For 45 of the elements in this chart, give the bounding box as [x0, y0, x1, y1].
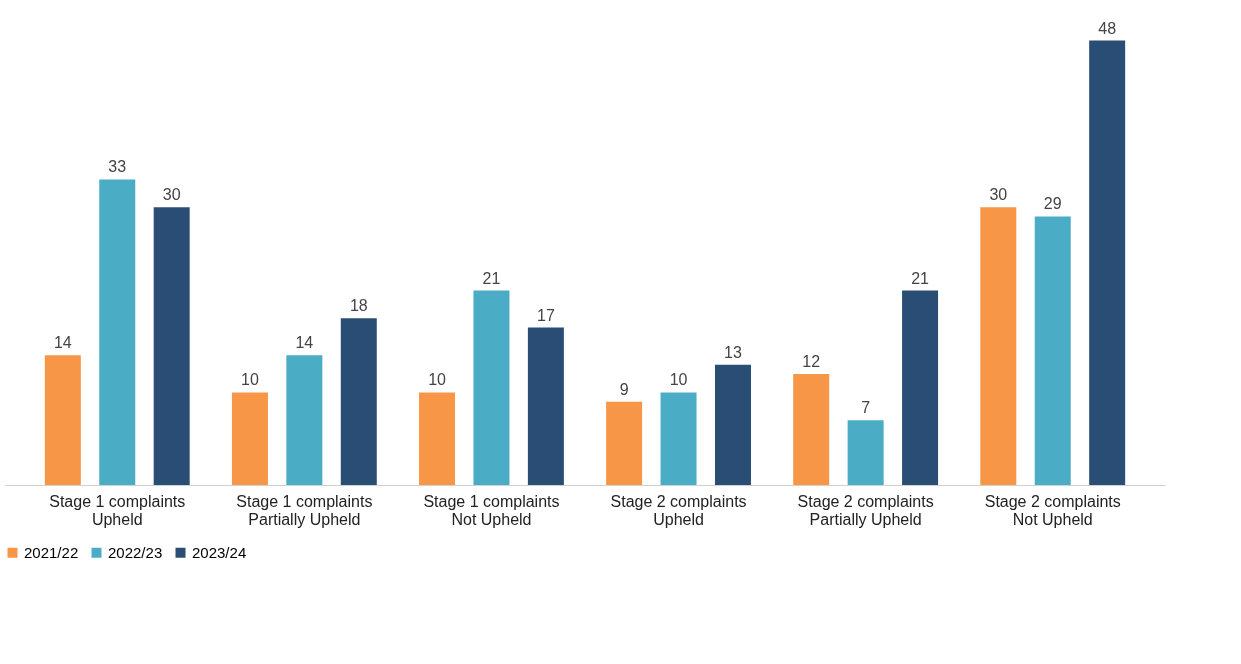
data-label: 10: [428, 371, 447, 389]
data-label: 18: [349, 297, 368, 315]
bar: [286, 355, 323, 485]
x-tick-label: Stage 2 complaints Upheld: [610, 492, 747, 528]
data-label: 48: [1098, 19, 1117, 37]
bar: [714, 364, 751, 485]
bar: [902, 290, 939, 485]
bar: [231, 392, 268, 485]
bar: [473, 290, 510, 485]
data-label: 10: [669, 371, 688, 389]
legend-label: 2021/22: [24, 543, 79, 561]
bar: [153, 207, 190, 485]
bar: [847, 420, 884, 485]
legend-label: 2023/24: [192, 543, 247, 561]
legend-label: 2022/23: [108, 543, 163, 561]
data-label: 17: [536, 306, 555, 324]
bar: [340, 318, 377, 485]
bar: [419, 392, 456, 485]
data-label: 12: [802, 352, 821, 370]
data-label: 21: [482, 269, 501, 287]
bar: [1089, 40, 1126, 485]
bar: [980, 207, 1017, 485]
data-label: 13: [724, 343, 742, 361]
data-label: 10: [241, 371, 259, 389]
data-label: 7: [861, 399, 871, 417]
data-label: 21: [911, 269, 930, 287]
x-tick-label: Stage 2 complaints Not Upheld: [984, 492, 1121, 528]
x-tick-label: Stage 1 complaints Upheld: [49, 492, 186, 528]
data-label: 14: [53, 334, 72, 352]
data-label: 30: [162, 186, 181, 204]
bar: [1034, 216, 1071, 485]
data-label: 14: [295, 334, 314, 352]
bar: [793, 373, 830, 485]
bar: [44, 355, 81, 485]
bar: [527, 327, 564, 485]
bar: [660, 392, 697, 485]
x-tick-label: Stage 2 complaints Partially Upheld: [797, 492, 934, 528]
bar: [99, 179, 136, 485]
data-label: 30: [989, 186, 1008, 204]
x-tick-label: Stage 1 complaints Not Upheld: [423, 492, 560, 528]
data-label: 29: [1043, 195, 1062, 213]
bar: [606, 401, 643, 485]
x-tick-label: Stage 1 complaints Partially Upheld: [236, 492, 373, 528]
data-label: 9: [619, 380, 629, 398]
data-label: 33: [108, 158, 127, 176]
